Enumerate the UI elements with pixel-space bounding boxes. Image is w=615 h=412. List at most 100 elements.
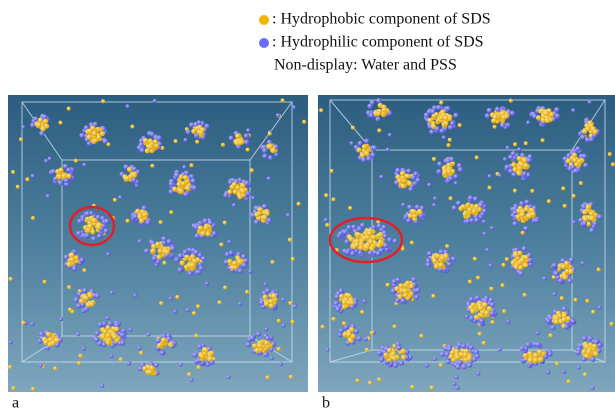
particle <box>393 324 397 328</box>
particle <box>339 294 344 299</box>
particle <box>79 354 83 358</box>
particle <box>326 348 330 352</box>
particle <box>204 124 209 129</box>
particle <box>324 193 328 197</box>
particle <box>593 129 598 134</box>
particle <box>119 357 123 361</box>
particle <box>533 353 538 358</box>
legend-marker-hydrophilic <box>259 38 269 48</box>
particle <box>203 218 208 223</box>
particle <box>177 267 182 272</box>
particle <box>191 178 196 183</box>
particle <box>238 302 242 306</box>
particle <box>376 111 381 116</box>
particle <box>150 164 154 168</box>
particle <box>586 350 591 355</box>
particle <box>8 365 12 369</box>
particle <box>245 290 249 294</box>
particle <box>523 293 527 297</box>
particle <box>281 298 285 302</box>
particle <box>400 298 405 303</box>
particle <box>525 200 530 205</box>
particle <box>244 133 249 138</box>
particle <box>376 243 381 248</box>
particle <box>126 104 130 108</box>
particle <box>528 358 533 363</box>
particle <box>572 158 577 163</box>
particle <box>100 384 104 388</box>
particle <box>360 310 364 314</box>
particle <box>582 336 587 341</box>
particle <box>345 250 350 255</box>
particle <box>174 139 178 143</box>
particle <box>265 336 270 341</box>
particle <box>425 363 429 367</box>
particle <box>31 174 35 178</box>
particle <box>144 248 149 253</box>
particle <box>348 206 352 210</box>
particle <box>232 203 236 207</box>
particle <box>383 234 388 239</box>
particle <box>126 219 130 223</box>
particle <box>190 263 195 268</box>
particle <box>82 163 86 167</box>
particle <box>268 144 273 149</box>
particle <box>455 355 460 360</box>
particle <box>550 325 555 330</box>
particle <box>370 152 375 157</box>
particle <box>33 116 38 121</box>
particle <box>434 112 439 117</box>
particle <box>68 308 72 312</box>
particle <box>440 352 445 357</box>
figure: : Hydrophobic component of SDS : Hydroph… <box>0 0 615 412</box>
particle <box>92 131 97 136</box>
particle <box>165 249 170 254</box>
particle <box>348 338 353 343</box>
particle <box>19 137 23 141</box>
particle <box>365 235 370 240</box>
particle <box>476 372 480 376</box>
particle <box>186 308 190 312</box>
particle <box>415 288 420 293</box>
particle <box>276 113 280 117</box>
particle <box>357 336 362 341</box>
particle <box>344 325 349 330</box>
particle <box>157 255 162 260</box>
particle <box>239 140 244 145</box>
particle <box>227 240 231 244</box>
particle <box>591 386 595 390</box>
particle <box>434 264 439 269</box>
particle <box>120 340 125 345</box>
particle <box>127 361 131 365</box>
particle <box>140 148 145 153</box>
particle <box>479 318 484 323</box>
particle <box>475 156 479 160</box>
particle <box>563 204 567 208</box>
particle <box>96 225 101 230</box>
particle <box>268 132 272 136</box>
particle <box>608 152 612 156</box>
particle <box>61 173 66 178</box>
particle <box>143 138 148 143</box>
particle <box>583 163 588 168</box>
particle <box>577 366 581 370</box>
particle <box>401 183 406 188</box>
particle <box>192 311 196 315</box>
particle <box>397 294 402 299</box>
particle <box>271 260 275 264</box>
particle <box>449 157 454 162</box>
particle <box>490 311 495 316</box>
particle <box>430 386 434 390</box>
particle <box>324 218 328 222</box>
particle <box>177 182 182 187</box>
legend-label: : Hydrophobic component of SDS <box>272 11 491 28</box>
particle <box>443 116 448 121</box>
particle <box>264 327 268 331</box>
particle <box>411 277 416 282</box>
particle <box>524 141 528 145</box>
particle <box>476 276 480 280</box>
particle <box>583 217 588 222</box>
particle <box>330 169 334 173</box>
particle <box>159 301 163 305</box>
particle <box>549 333 553 337</box>
